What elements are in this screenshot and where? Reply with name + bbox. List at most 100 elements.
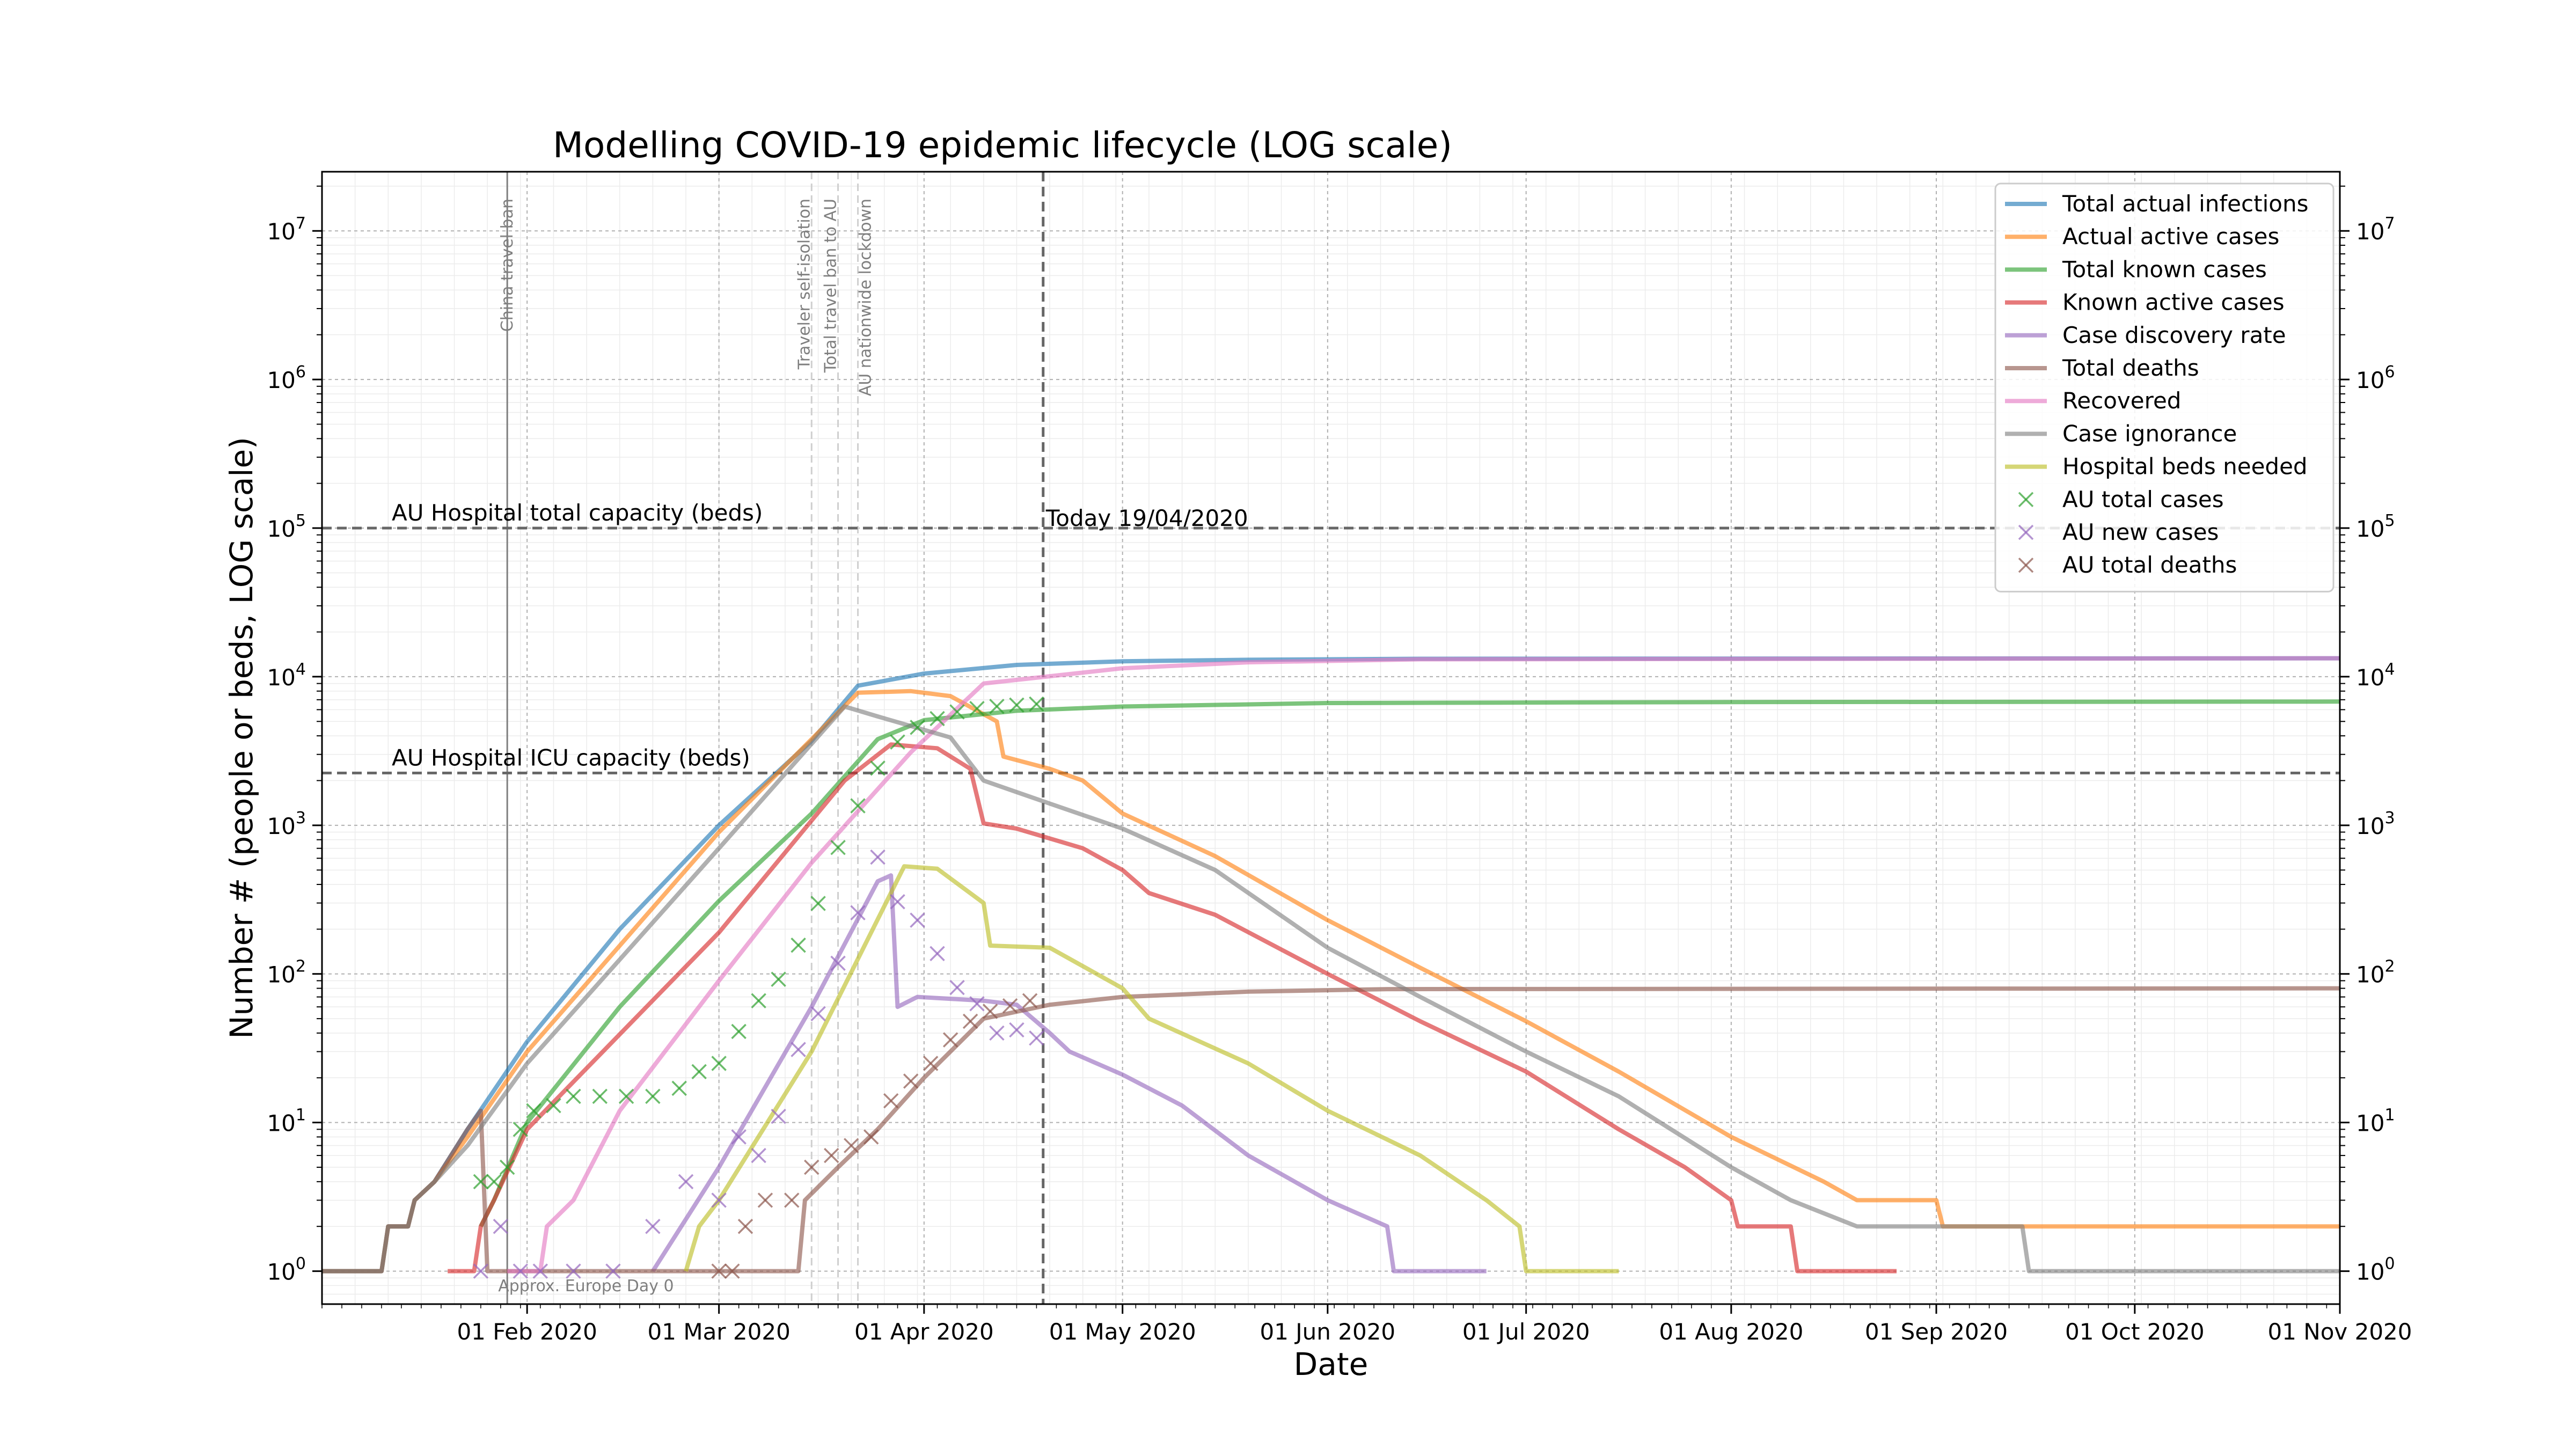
- marker-stroke: [830, 955, 846, 971]
- marker-stroke: [863, 1129, 879, 1145]
- legend-label: Total deaths: [2062, 355, 2199, 381]
- marker-stroke: [513, 1122, 529, 1137]
- marker-au-total-deaths: [711, 1263, 727, 1279]
- y-tick-label-right: 103: [2356, 809, 2395, 839]
- marker-au-total-deaths: [982, 1004, 998, 1019]
- y-tick-label-right: 106: [2356, 363, 2395, 393]
- marker-au-total-cases: [499, 1159, 515, 1175]
- marker-stroke: [870, 760, 885, 776]
- marker-au-total-deaths: [923, 1056, 939, 1071]
- marker-au-total-deaths: [883, 1093, 899, 1109]
- marker-au-total-cases: [1029, 696, 1044, 712]
- marker-stroke: [1009, 1022, 1024, 1038]
- legend-label: Hospital beds needed: [2062, 453, 2308, 480]
- marker-stroke: [473, 1174, 489, 1190]
- marker-stroke: [969, 996, 985, 1012]
- marker-au-total-deaths: [804, 1159, 819, 1175]
- marker-stroke: [618, 1088, 634, 1104]
- marker-au-total-cases: [711, 1056, 727, 1071]
- marker-stroke: [910, 912, 925, 928]
- marker-stroke: [691, 1064, 707, 1080]
- marker-stroke: [473, 1263, 489, 1279]
- marker-au-new-cases: [949, 979, 965, 996]
- legend: Total actual infections Actual active cas…: [1994, 182, 2334, 592]
- marker-au-total-cases: [969, 700, 985, 716]
- marker-au-new-cases: [989, 1025, 1005, 1041]
- marker-stroke: [532, 1263, 548, 1279]
- marker-au-new-cases: [870, 849, 885, 865]
- marker-au-total-deaths: [784, 1192, 800, 1208]
- marker-au-total-cases: [791, 938, 806, 953]
- marker-au-total-deaths: [724, 1263, 740, 1279]
- marker-stroke: [830, 839, 846, 855]
- event-label: AU nationwide lockdown: [857, 199, 875, 396]
- y-tick-label-left: 101: [267, 1106, 306, 1137]
- marker-stroke: [486, 1174, 502, 1190]
- marker-au-new-cases: [731, 1129, 747, 1145]
- marker-stroke: [982, 1004, 998, 1019]
- legend-label: AU total cases: [2062, 486, 2224, 513]
- marker-au-new-cases: [751, 1147, 766, 1163]
- marker-stroke: [711, 1192, 727, 1208]
- marker-au-new-cases: [473, 1263, 489, 1279]
- marker-stroke: [1022, 993, 1038, 1008]
- x-tick-label: 01 Nov 2020: [2267, 1319, 2412, 1345]
- y-tick-label-left: 106: [267, 363, 306, 393]
- marker-stroke: [791, 938, 806, 953]
- marker-stroke: [724, 1263, 740, 1279]
- y-tick-label-left: 105: [267, 511, 306, 542]
- y-tick-label-left: 100: [267, 1255, 306, 1285]
- legend-label: AU total deaths: [2062, 552, 2237, 578]
- marker-au-new-cases: [532, 1263, 548, 1279]
- y-tick-label-right: 104: [2356, 660, 2395, 691]
- marker-au-total-cases: [850, 798, 866, 814]
- marker-au-total-cases: [566, 1088, 581, 1104]
- marker-stroke: [903, 1073, 919, 1089]
- y-tick-label-right: 102: [2356, 957, 2395, 988]
- marker-stroke: [890, 894, 905, 910]
- marker-stroke: [949, 704, 965, 720]
- marker-au-total-cases: [526, 1103, 541, 1118]
- marker-au-new-cases: [771, 1108, 786, 1124]
- marker-stroke: [513, 1263, 529, 1279]
- legend-label: Case discovery rate: [2062, 322, 2286, 348]
- marker-stroke: [791, 1042, 806, 1057]
- legend-label: AU new cases: [2062, 519, 2219, 545]
- x-tick-label: 01 Feb 2020: [457, 1319, 597, 1345]
- marker-stroke: [850, 905, 866, 921]
- marker-stroke: [850, 798, 866, 814]
- marker-au-total-deaths: [843, 1138, 859, 1153]
- marker-stroke: [493, 1218, 509, 1234]
- marker-stroke: [989, 1025, 1005, 1041]
- marker-au-total-cases: [810, 896, 826, 911]
- marker-stroke: [711, 1263, 727, 1279]
- marker-au-new-cases: [850, 905, 866, 921]
- marker-stroke: [969, 700, 985, 716]
- marker-au-new-cases: [969, 996, 985, 1012]
- marker-au-new-cases: [1029, 1030, 1044, 1046]
- event-label: China travel ban: [498, 199, 517, 332]
- marker-au-total-cases: [546, 1097, 561, 1114]
- y-axis-label: Number # (people or beds, LOG scale): [223, 437, 260, 1039]
- marker-stroke: [2018, 524, 2034, 540]
- series-line-hospital-beds-needed: [684, 864, 1619, 1274]
- marker-au-total-cases: [930, 711, 945, 727]
- legend-label: Recovered: [2062, 387, 2181, 414]
- x-tick-label: 01 Aug 2020: [1659, 1319, 1803, 1345]
- marker-stroke: [923, 1056, 939, 1071]
- marker-stroke: [1009, 697, 1024, 713]
- marker-au-total-cases: [592, 1088, 608, 1104]
- marker-au-total-cases: [830, 839, 846, 855]
- marker-au-total-cases: [1009, 697, 1024, 713]
- marker-stroke: [771, 971, 786, 987]
- plot-frame: [321, 171, 2341, 1305]
- legend-label: Actual active cases: [2062, 223, 2279, 250]
- capacity-label: AU Hospital ICU capacity (beds): [392, 744, 750, 771]
- marker-au-total-deaths: [903, 1073, 919, 1089]
- legend-label: Total actual infections: [2062, 191, 2308, 217]
- marker-au-total-deaths: [737, 1218, 753, 1234]
- marker-au-new-cases: [930, 946, 945, 962]
- x-tick-label: 01 May 2020: [1049, 1319, 1196, 1345]
- y-tick-label-left: 107: [267, 214, 306, 245]
- x-tick-label: 01 Jul 2020: [1462, 1319, 1590, 1345]
